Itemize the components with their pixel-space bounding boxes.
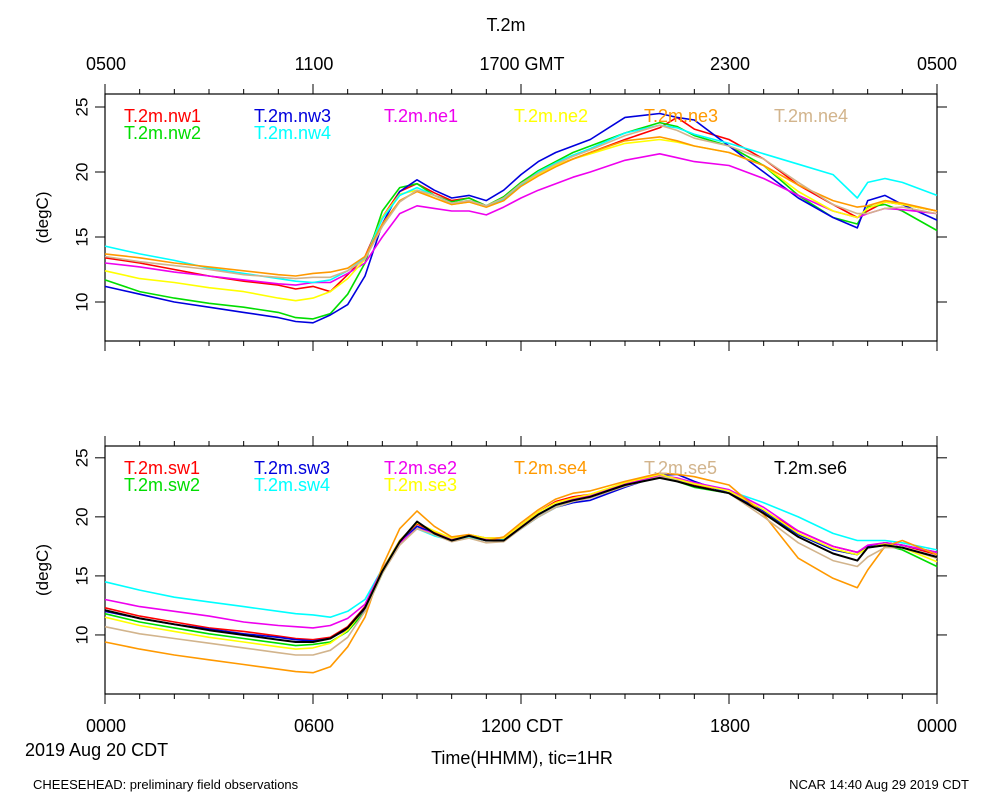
top-axis-tick-label: 1100	[295, 54, 334, 74]
legend-entry: T.2m.nw4	[254, 123, 331, 143]
figure-title: T.2m	[486, 15, 525, 35]
legend-entry: T.2m.se5	[644, 458, 717, 478]
bottom-axis-tick-label: 1800	[710, 716, 750, 736]
y-tick-label: 20	[72, 507, 91, 526]
legend-entry: T.2m.se3	[384, 475, 457, 495]
series-line-t-2m-sw4	[104, 475, 938, 619]
y-axis-label: (degC)	[33, 544, 52, 596]
series-line-t-2m-se5	[104, 475, 938, 656]
legend-entry: T.2m.ne4	[774, 106, 848, 126]
y-axis-label: (degC)	[33, 192, 52, 244]
series-line-t-2m-ne2	[104, 138, 938, 302]
footer-left: CHEESEHEAD: preliminary field observatio…	[33, 777, 299, 792]
legend-entry: T.2m.ne1	[384, 106, 458, 126]
series-line-t-2m-ne4	[104, 124, 938, 280]
legend-entry: T.2m.nw3	[254, 106, 331, 126]
series-line-t-2m-sw1	[104, 473, 938, 641]
series-line-t-2m-nw3	[104, 112, 938, 324]
legend-entry: T.2m.sw4	[254, 475, 330, 495]
bottom-axis-tick-label: 1200 CDT	[481, 716, 563, 736]
y-tick-label: 15	[72, 228, 91, 247]
legend-entry: T.2m.se2	[384, 458, 457, 478]
series-line-t-2m-sw3	[104, 473, 938, 642]
top-axis-tick-label: 2300	[710, 54, 750, 74]
series-line-t-2m-se3	[104, 473, 938, 650]
x-axis-label: Time(HHMM), tic=1HR	[431, 748, 613, 768]
y-tick-label: 15	[72, 566, 91, 585]
series-line-t-2m-ne1	[104, 153, 938, 286]
top-axis-tick-label: 0500	[86, 54, 126, 74]
y-tick-label: 20	[72, 163, 91, 182]
top-axis-tick-label: 0500	[917, 54, 957, 74]
top-axis-tick-label: 1700 GMT	[479, 54, 564, 74]
legend-entry: T.2m.se4	[514, 458, 587, 478]
legend-entry: T.2m.nw1	[124, 106, 201, 126]
legend-entry: T.2m.sw2	[124, 475, 200, 495]
bottom-time-axis-labels: 0000 0600 1200 CDT 1800 0000	[86, 716, 957, 736]
top-time-axis-labels: 0500 1100 1700 GMT 2300 0500	[86, 54, 957, 74]
y-tick-label: 10	[72, 625, 91, 644]
y-tick-label: 25	[72, 98, 91, 117]
plot-frame	[104, 93, 938, 342]
series-line-t-2m-ne3	[104, 136, 938, 277]
series-line-t-2m-nw4	[104, 124, 938, 284]
legend-entry: T.2m.nw2	[124, 123, 201, 143]
bottom-axis-tick-label: 0000	[917, 716, 957, 736]
footer-right: NCAR 14:40 Aug 29 2019 CDT	[789, 777, 969, 792]
legend-entry: T.2m.ne3	[644, 106, 718, 126]
legend-entry: T.2m.sw1	[124, 458, 200, 478]
legend-entry: T.2m.ne2	[514, 106, 588, 126]
y-tick-label: 25	[72, 448, 91, 467]
legend-entry: T.2m.se6	[774, 458, 847, 478]
y-tick-label: 10	[72, 293, 91, 312]
plot-frame	[104, 445, 938, 695]
date-label: 2019 Aug 20 CDT	[25, 740, 168, 760]
bottom-axis-tick-label: 0000	[86, 716, 126, 736]
bottom-axis-tick-label: 0600	[294, 716, 334, 736]
series-line-t-2m-se4	[104, 472, 938, 674]
panel-south: 10152025(degC)T.2m.sw1T.2m.sw2T.2m.sw3T.…	[33, 436, 947, 704]
legend-entry: T.2m.sw3	[254, 458, 330, 478]
series-line-t-2m-se6	[104, 476, 938, 643]
